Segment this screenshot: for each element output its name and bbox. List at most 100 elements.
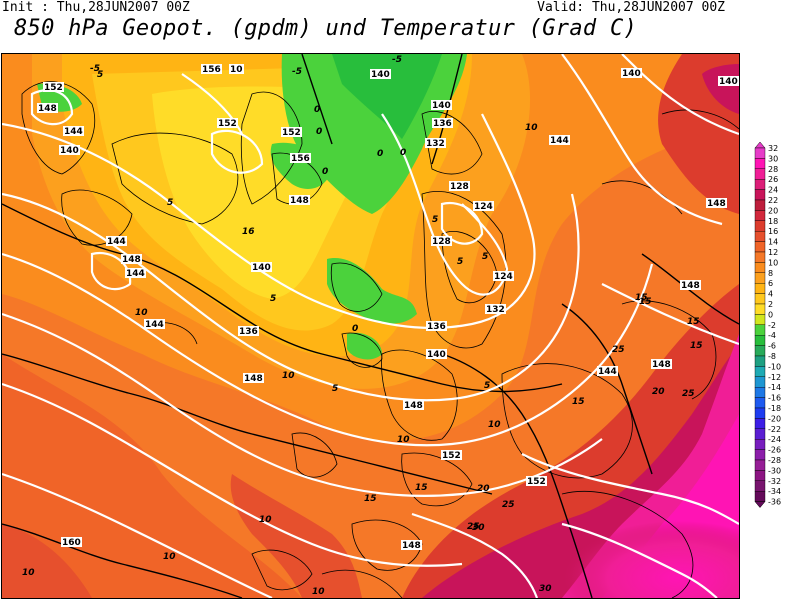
temperature-label: 5 <box>432 215 438 225</box>
geopotential-label: 148 <box>290 196 309 206</box>
temperature-label: 0 <box>377 149 383 159</box>
geopotential-label-box <box>144 319 165 329</box>
geopotential-label-box <box>621 68 642 78</box>
legend-swatch <box>754 386 766 398</box>
geopotential-label: 124 <box>474 202 493 212</box>
geopotential-label-box <box>526 476 547 486</box>
geopotential-label: 144 <box>550 136 569 146</box>
legend-tick-label: 12 <box>768 248 778 257</box>
legend-tick-label: -26 <box>768 446 781 455</box>
geopotential-label-box <box>431 236 452 246</box>
temperature-label: 5 <box>484 381 490 391</box>
legend-tick-label: 14 <box>768 238 778 247</box>
geopotential-label: 140 <box>371 70 390 80</box>
legend-tick-label: -32 <box>768 477 781 486</box>
legend-tick-label: -20 <box>768 414 781 423</box>
legend-tick-label: 0 <box>768 310 773 319</box>
legend-swatch <box>754 210 766 222</box>
geopotential-label-box <box>597 366 618 376</box>
legend-swatch <box>754 241 766 253</box>
legend-tick-label: 30 <box>768 154 778 163</box>
geopotential-label-box <box>243 373 264 383</box>
legend-swatch <box>754 459 766 471</box>
geopotential-label: 136 <box>433 119 452 129</box>
geopotential-label-box <box>706 198 727 208</box>
temperature-label: 0 <box>316 127 322 137</box>
legend-swatch <box>754 282 766 294</box>
geopotential-label: 136 <box>427 322 446 332</box>
geopotential-label: 148 <box>38 104 57 114</box>
legend-tick-label: -4 <box>768 331 776 340</box>
legend-swatch <box>754 345 766 357</box>
temperature-label: 5 <box>167 198 173 208</box>
legend-tick-label: 24 <box>768 186 778 195</box>
legend-tick-label: 6 <box>768 279 773 288</box>
geopotential-label-box <box>251 262 272 272</box>
legend-swatch <box>754 262 766 274</box>
map-title: 850 hPa Geopot. (gpdm) und Temperatur (G… <box>14 16 638 41</box>
geopotential-label-box <box>281 127 302 137</box>
geopotential-label-box <box>290 153 311 163</box>
geopotential-label: 140 <box>432 101 451 111</box>
geopotential-label-box <box>217 118 238 128</box>
legend-tick-label: 8 <box>768 269 773 278</box>
geopotential-label: 152 <box>44 83 63 93</box>
legend-swatch <box>754 147 766 159</box>
weather-map: 152 148 144 140 156 10 152 140 140 136 132 152 156 14… <box>1 53 740 599</box>
temperature-label: 25 <box>502 500 515 510</box>
geopotential-label-box <box>485 304 506 314</box>
geopotential-label: 128 <box>432 237 451 247</box>
legend-swatch <box>754 449 766 461</box>
temperature-label: 5 <box>332 384 338 394</box>
geopotential-label-box <box>473 201 494 211</box>
geopotential-label-box <box>121 254 142 264</box>
geopotential-label-box <box>289 195 310 205</box>
geopotential-label-box <box>37 103 58 113</box>
geopotential-label: 144 <box>145 320 164 330</box>
legend-swatch <box>754 220 766 232</box>
temperature-label: 25 <box>467 522 480 532</box>
temperature-label: 30 <box>472 523 485 533</box>
geopotential-label-box <box>59 145 80 155</box>
geopotential-label: 148 <box>122 255 141 265</box>
temperature-label: 10 <box>397 435 410 445</box>
legend-tick-label: -6 <box>768 342 776 351</box>
temperature-label: 0 <box>322 167 328 177</box>
temperature-label: 15 <box>687 317 700 327</box>
legend-swatch <box>754 303 766 315</box>
legend-tick-label: 28 <box>768 165 778 174</box>
geopotential-label: 148 <box>244 374 263 384</box>
geopotential-label: 152 <box>442 451 461 461</box>
temperature-label: 20 <box>477 484 490 494</box>
legend-tick-label: -22 <box>768 425 781 434</box>
temperature-label: 10 <box>488 420 501 430</box>
legend-swatch <box>754 324 766 336</box>
temperature-label: 10 <box>312 587 325 597</box>
geopotential-label: 140 <box>60 146 79 156</box>
legend-tick-label: -34 <box>768 487 781 496</box>
temperature-label: 0 <box>314 105 320 115</box>
geopotential-label: 156 <box>291 154 310 164</box>
legend-swatch <box>754 189 766 201</box>
geopotential-labels: 152 148 144 140 156 10 152 140 140 136 132 152 156 14… <box>37 64 739 551</box>
temperature-label: -5 <box>90 64 100 74</box>
geopotential-label: 152 <box>218 119 237 129</box>
geopotential-label-box <box>549 135 570 145</box>
geopotential-label-box <box>651 359 672 369</box>
legend-swatch <box>754 168 766 180</box>
legend-tick-label: 16 <box>768 227 778 236</box>
geopotential-label-box <box>61 537 82 547</box>
legend-tick-label: 10 <box>768 258 778 267</box>
temperature-isotherms <box>2 54 739 598</box>
temperature-color-legend: 32 30 28 26 24 22 20 18 16 14 12 10 8 6 4 2 0 -2 -4 -6 -8 -10… <box>752 141 789 508</box>
legend-arrow-top <box>754 141 766 149</box>
temperature-label: 10 <box>163 552 176 562</box>
legend-tick-label: -12 <box>768 373 781 382</box>
legend-tick-label: -24 <box>768 435 781 444</box>
legend-swatch <box>754 366 766 377</box>
legend-swatch <box>754 158 766 169</box>
temperature-label: 15 <box>415 483 428 493</box>
geopotential-label-box <box>431 100 452 110</box>
temperature-label: 10 <box>525 123 538 133</box>
legend-swatch <box>754 418 766 429</box>
